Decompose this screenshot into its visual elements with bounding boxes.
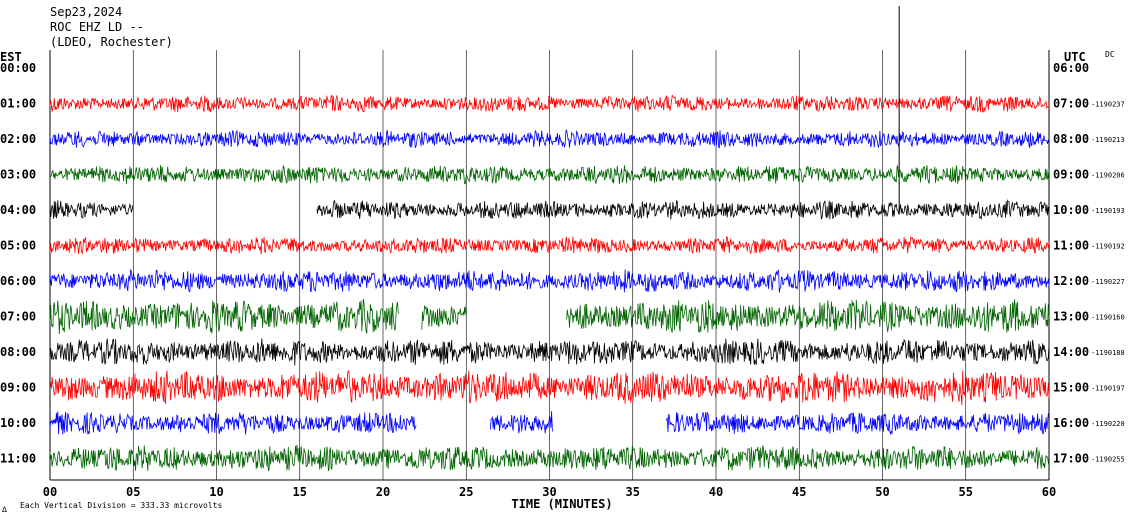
est-hour-labels: 00:00 01:00 02:00 03:00 04:00 05:00 06:00 07:00… (0, 61, 36, 466)
est-label-0: 00:00 (0, 61, 36, 75)
utc-label-11: 17:00 (1053, 452, 1089, 466)
utc-label-4: 10:00 (1053, 203, 1089, 217)
dc-value-5: -1190192 (1091, 243, 1125, 251)
seismic-traces (49, 6, 1050, 472)
trace-row-4 (49, 199, 1050, 221)
utc-label-6: 12:00 (1053, 274, 1089, 288)
x-tick-25: 25 (459, 485, 473, 499)
x-tick-05: 05 (126, 485, 140, 499)
est-label-3: 03:00 (0, 168, 36, 182)
x-tick-20: 20 (376, 485, 390, 499)
trace-row-6 (49, 268, 1050, 293)
left-axis-title: EST (0, 50, 22, 64)
trace-row-9 (49, 370, 1050, 406)
trace-row-8 (49, 338, 1050, 366)
utc-label-5: 11:00 (1053, 239, 1089, 253)
est-label-5: 05:00 (0, 239, 36, 253)
x-tick-60: 60 (1042, 485, 1056, 499)
est-label-7: 07:00 (0, 310, 36, 324)
x-tick-30: 30 (542, 485, 556, 499)
dc-value-6: -1190227 (1091, 278, 1125, 286)
footer-logo: ∆ (1, 505, 7, 514)
est-label-6: 06:00 (0, 274, 36, 288)
trace-row-5 (49, 236, 1050, 256)
x-tick-labels: 00 05 10 15 20 25 30 35 40 45 50 55 60 (43, 485, 1056, 499)
dc-value-10: -1190220 (1091, 420, 1125, 428)
header-station: ROC EHZ LD -- (50, 20, 144, 34)
dc-value-9: -1190197 (1091, 385, 1125, 393)
utc-label-10: 16:00 (1053, 416, 1089, 430)
utc-label-3: 09:00 (1053, 168, 1089, 182)
utc-label-2: 08:00 (1053, 132, 1089, 146)
footer-scale-note: Each Vertical Division = 333.33 microvol… (20, 501, 222, 510)
x-tick-15: 15 (293, 485, 307, 499)
utc-label-0: 06:00 (1053, 61, 1089, 75)
dc-value-1: -1190237 (1091, 101, 1125, 109)
trace-row-3 (49, 164, 1050, 185)
header-network: (LDEO, Rochester) (50, 35, 173, 49)
dc-value-7: -1190160 (1091, 314, 1125, 322)
x-tick-35: 35 (626, 485, 640, 499)
est-label-11: 11:00 (0, 452, 36, 466)
trace-row-10 (49, 411, 1050, 436)
trace-row-2 (49, 129, 1050, 149)
x-tick-10: 10 (209, 485, 223, 499)
est-label-10: 10:00 (0, 416, 36, 430)
x-tick-55: 55 (959, 485, 973, 499)
x-tick-45: 45 (792, 485, 806, 499)
est-label-2: 02:00 (0, 132, 36, 146)
est-label-9: 09:00 (0, 381, 36, 395)
x-tick-50: 50 (875, 485, 889, 499)
x-axis-label: TIME (MINUTES) (511, 497, 612, 511)
dc-value-4: -1190193 (1091, 207, 1125, 215)
trace-row-7 (49, 298, 1050, 335)
est-label-1: 01:00 (0, 97, 36, 111)
trace-row-1 (49, 94, 1049, 113)
header-date: Sep23,2024 (50, 5, 122, 19)
x-tick-00: 00 (43, 485, 57, 499)
utc-label-1: 07:00 (1053, 97, 1089, 111)
utc-label-9: 15:00 (1053, 381, 1089, 395)
right-axis-title: UTC (1064, 50, 1086, 64)
dc-label: DC (1105, 50, 1115, 59)
x-tick-40: 40 (709, 485, 723, 499)
dc-value-3: -1190206 (1091, 172, 1125, 180)
utc-label-8: 14:00 (1053, 345, 1089, 359)
trace-row-11 (49, 444, 1050, 472)
dc-value-11: -1190255 (1091, 456, 1125, 464)
dc-value-2: -1190213 (1091, 136, 1125, 144)
dc-value-8: -1190188 (1091, 349, 1125, 357)
est-label-4: 04:00 (0, 203, 36, 217)
utc-label-7: 13:00 (1053, 310, 1089, 324)
est-label-8: 08:00 (0, 345, 36, 359)
time-gridlines (132, 50, 967, 480)
